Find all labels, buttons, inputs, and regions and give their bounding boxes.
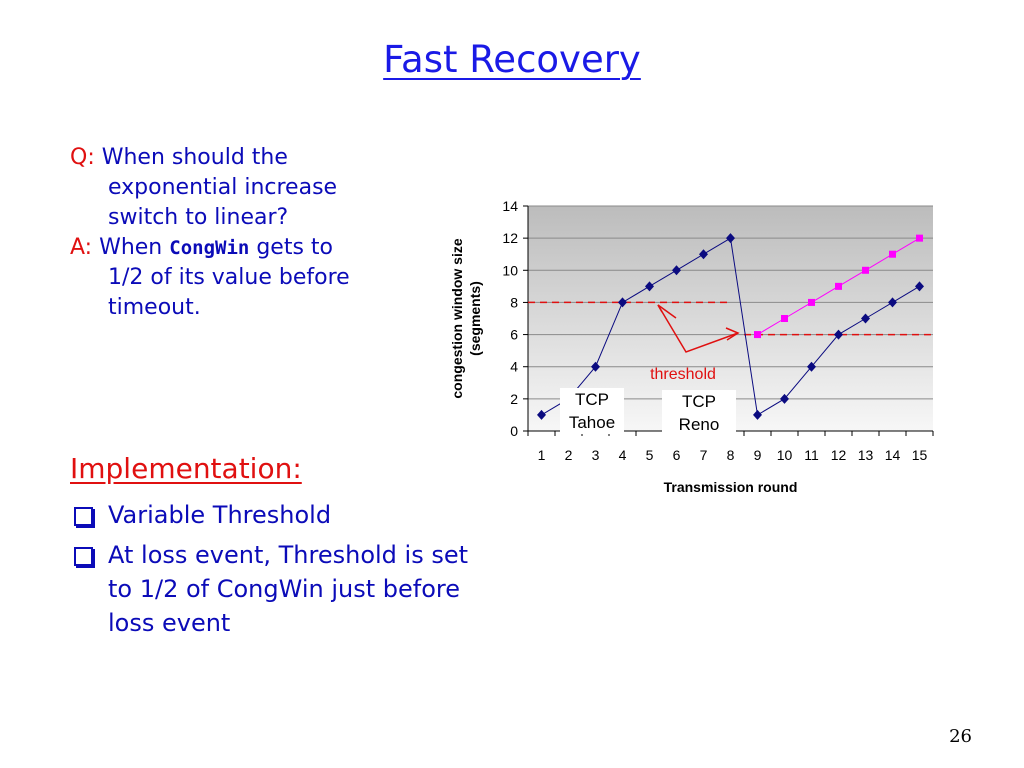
series-1-point — [726, 233, 735, 244]
answer-text-after: gets to 1/2 of its value before timeout. — [108, 235, 350, 320]
series-1-point — [780, 393, 789, 404]
tahoe-label-line1: TCP — [575, 390, 609, 409]
threshold-arrow-head-right — [725, 327, 740, 341]
series-2-point — [808, 298, 815, 306]
tahoe-label-box — [560, 388, 624, 434]
bullet-item: Variable Threshold — [70, 498, 480, 532]
answer-code: CongWin — [169, 237, 250, 259]
series-1-point — [807, 361, 816, 372]
bullet-text: At loss event, Threshold is set to 1/2 o… — [108, 541, 469, 637]
series-1-point — [888, 297, 897, 308]
question-text: When should the exponential increase swi… — [101, 145, 338, 230]
answer-text-before: When — [99, 235, 170, 260]
series-2-point — [862, 266, 869, 274]
y-tick-label: 4 — [510, 359, 518, 375]
series-2-point — [835, 282, 842, 290]
y-tick-label: 6 — [510, 327, 518, 343]
series-1-point — [645, 281, 654, 292]
answer-tag: A: — [70, 235, 93, 260]
series-1-point — [753, 409, 762, 420]
x-tick-label: 9 — [754, 447, 762, 463]
slide-title: Fast Recovery — [0, 38, 1024, 81]
bullet-list: Variable Threshold At loss event, Thresh… — [70, 498, 480, 646]
question-tag: Q: — [70, 145, 95, 170]
checkbox-bullet-icon — [74, 507, 93, 526]
series-2-point — [781, 315, 788, 322]
bullet-text: Variable Threshold — [108, 501, 332, 529]
series-1-point — [834, 329, 843, 340]
series-1-point — [618, 297, 627, 308]
x-tick-label: 7 — [700, 447, 708, 463]
series-1-point — [672, 265, 681, 276]
y-tick-label: 12 — [502, 230, 518, 246]
series-2-point — [916, 234, 923, 242]
reno-label-line1: TCP — [682, 392, 716, 411]
x-tick-label: 1 — [538, 447, 546, 463]
reno-label-box — [662, 390, 736, 436]
series-2-point — [889, 250, 896, 258]
x-tick-label: 8 — [727, 447, 735, 463]
checkbox-bullet-icon — [74, 547, 93, 566]
x-tick-label: 15 — [912, 447, 928, 463]
y-axis-title-line1: congestion window size — [449, 238, 465, 398]
x-tick-label: 11 — [804, 447, 819, 463]
x-tick-label: 14 — [885, 447, 901, 463]
tahoe-label-line2: Tahoe — [569, 413, 615, 432]
question: Q: When should the exponential increase … — [70, 143, 370, 233]
series-2-point — [754, 331, 761, 339]
x-tick-label: 5 — [646, 447, 654, 463]
series-1-point — [591, 361, 600, 372]
y-tick-label: 0 — [510, 423, 518, 439]
series-1-point — [861, 313, 870, 324]
slide-title-text: Fast Recovery — [383, 38, 641, 81]
y-tick-label: 10 — [502, 262, 518, 278]
bullet-item: At loss event, Threshold is set to 1/2 o… — [70, 538, 480, 640]
x-tick-label: 3 — [592, 447, 600, 463]
threshold-arrow — [657, 304, 739, 353]
x-axis-title: Transmission round — [664, 479, 798, 495]
x-tick-label: 2 — [565, 447, 573, 463]
y-tick-label: 14 — [502, 198, 518, 214]
series-1-point — [699, 249, 708, 260]
series-1-point — [537, 409, 546, 420]
page-number: 26 — [949, 726, 972, 747]
x-tick-label: 10 — [777, 447, 793, 463]
implementation-title: Implementation: — [70, 452, 302, 485]
x-tick-label: 6 — [673, 447, 681, 463]
x-tick-label: 13 — [858, 447, 874, 463]
x-tick-label: 4 — [619, 447, 627, 463]
reno-label-line2: Reno — [679, 415, 720, 434]
answer: A: When CongWin gets to 1/2 of its value… — [70, 233, 370, 323]
qa-block: Q: When should the exponential increase … — [70, 143, 370, 323]
x-tick-label: 12 — [831, 447, 847, 463]
y-axis-title-line2: (segments) — [467, 281, 483, 356]
threshold-label: threshold — [650, 366, 716, 383]
y-tick-label: 2 — [510, 391, 518, 407]
series-1-point — [915, 281, 924, 292]
y-tick-label: 8 — [510, 294, 518, 310]
